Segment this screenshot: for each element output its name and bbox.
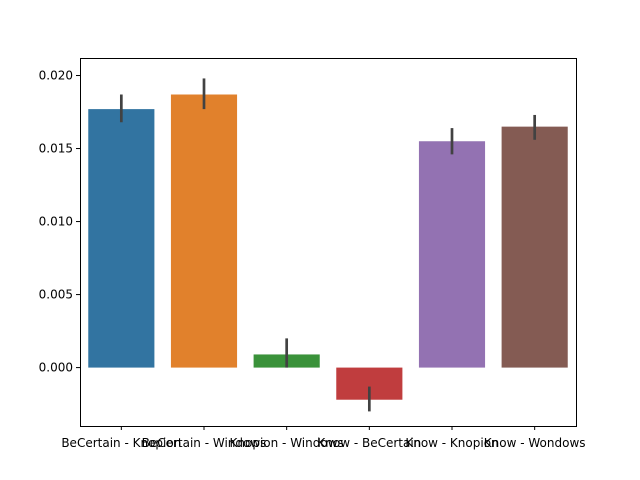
x-tick-label: BeCertain - Knopion — [61, 436, 181, 450]
y-tick-label: 0.010 — [39, 215, 73, 229]
y-tick-label: 0.000 — [39, 361, 73, 375]
x-tick-label: Know - Knopion — [405, 436, 498, 450]
plot-frame — [80, 58, 577, 427]
bar — [418, 141, 486, 368]
error-bars-group — [119, 78, 537, 412]
y-tick-label: 0.005 — [39, 288, 73, 302]
bar — [170, 94, 238, 368]
x-tick-label: Know - BeCertain — [317, 436, 421, 450]
x-tick-label: Know - Wondows — [484, 436, 586, 450]
y-tick-label: 0.015 — [39, 142, 73, 156]
y-axis: 0.000 0.005 0.010 0.015 0.020 — [39, 69, 80, 375]
bar — [501, 126, 568, 368]
x-tick-label: Knopion - Windows — [230, 436, 344, 450]
bar — [88, 109, 155, 368]
y-tick-label: 0.020 — [39, 69, 73, 83]
x-tick-label: BeCertain - Windows — [142, 436, 267, 450]
